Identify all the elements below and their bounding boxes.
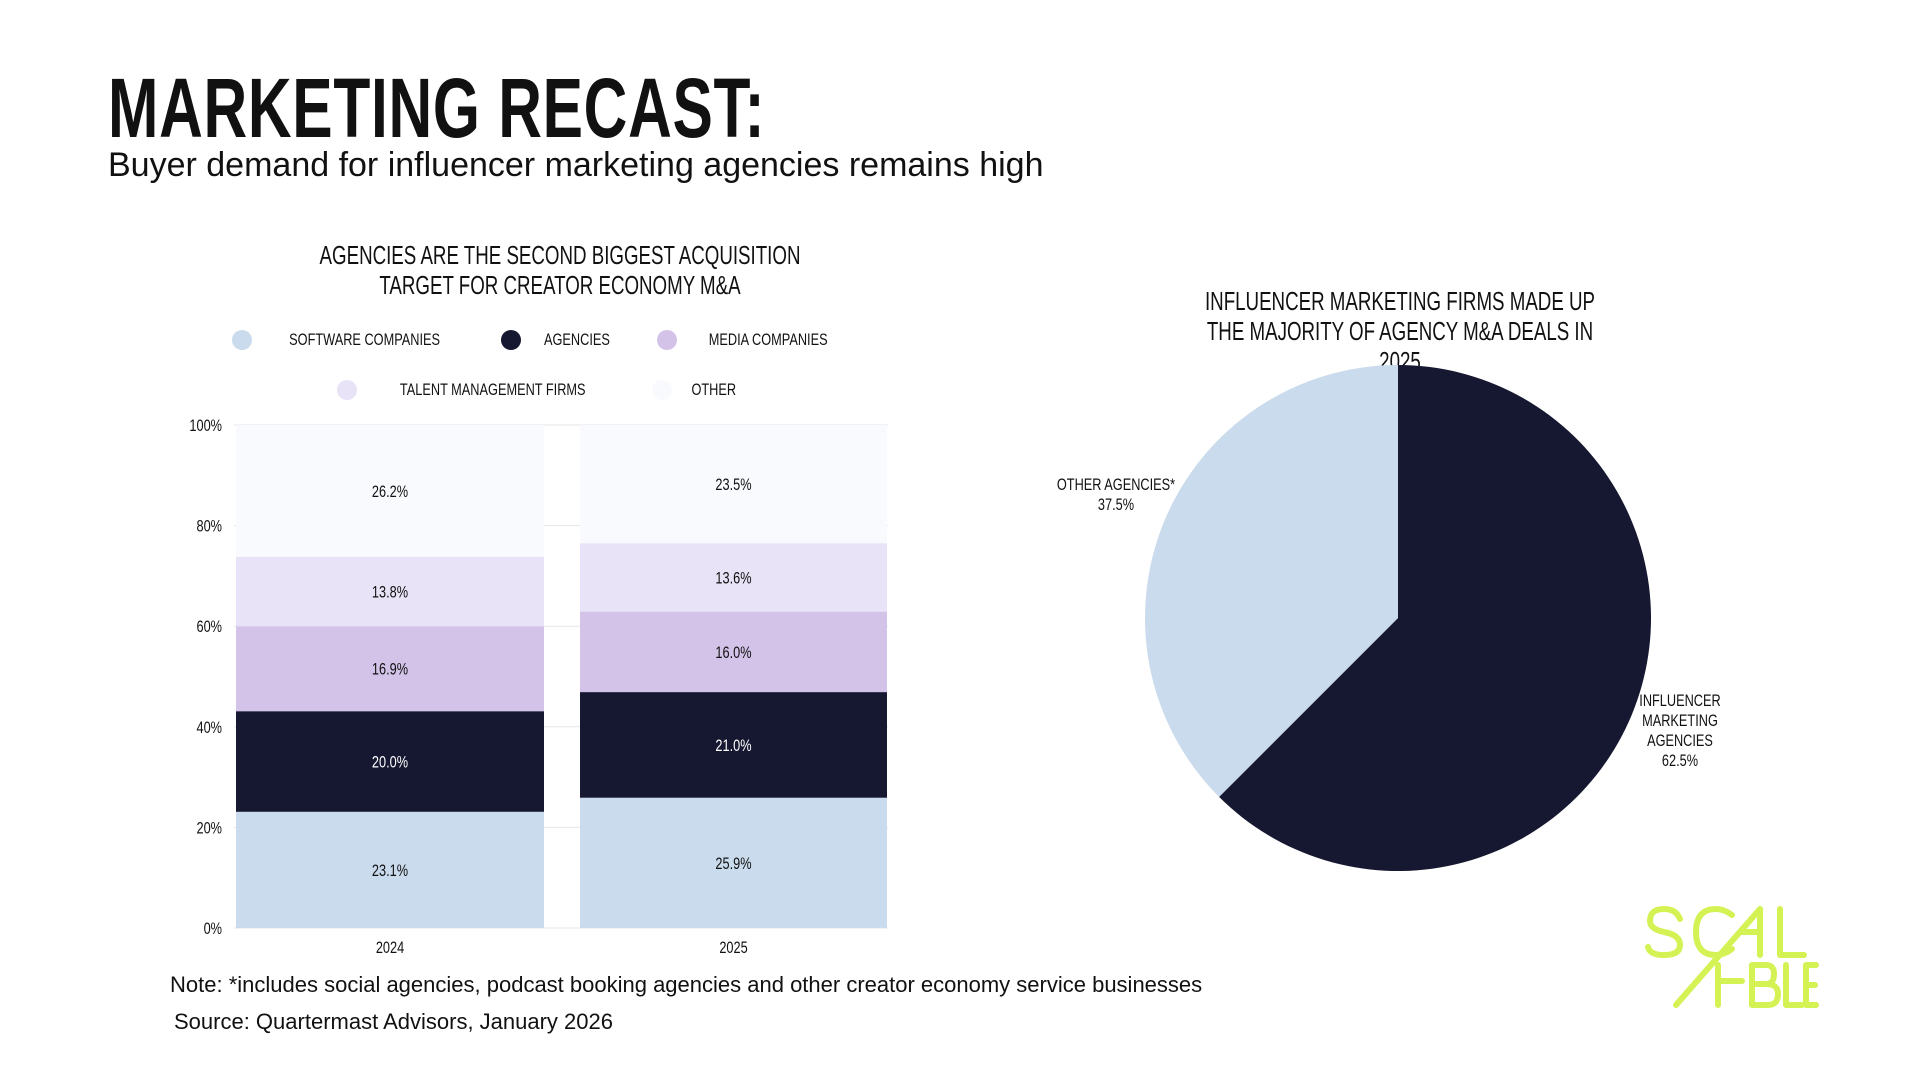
bar-chart-title: AGENCIES ARE THE SECOND BIGGEST ACQUISIT… — [319, 240, 801, 300]
pie-slice-label: MARKETING — [1642, 711, 1718, 730]
legend-label: AGENCIES — [544, 330, 611, 349]
bar-data-label: 13.8% — [372, 583, 408, 602]
y-tick-label: 0% — [204, 919, 222, 938]
legend-swatch — [336, 380, 357, 400]
legend-swatch — [657, 330, 678, 350]
y-tick-label: 80% — [196, 517, 222, 536]
footnote: Note: *includes social agencies, podcast… — [170, 972, 1203, 997]
legend-row-2: TALENT MANAGEMENT FIRMS OTHER — [180, 380, 900, 400]
pie-slice-label: OTHER AGENCIES* — [1057, 475, 1175, 494]
bar-data-label: 23.1% — [372, 861, 408, 880]
bar-segment — [580, 692, 887, 798]
y-tick-label: 60% — [196, 617, 222, 636]
bar-data-label: 21.0% — [715, 736, 751, 755]
legend-item: MEDIA COMPANIES — [657, 330, 847, 350]
bar-data-label: 16.0% — [715, 643, 751, 662]
legend-label: MEDIA COMPANIES — [709, 330, 828, 349]
bar-segment — [580, 425, 887, 544]
legend-swatch — [232, 330, 253, 350]
legend-item: AGENCIES — [501, 330, 621, 350]
pie-slice-label: INFLUENCER — [1639, 691, 1721, 710]
bar-data-label: 26.2% — [372, 482, 408, 501]
pie-chart-title: INFLUENCER MARKETING FIRMS MADE UP THE M… — [1204, 286, 1596, 376]
legend-swatch — [651, 380, 672, 400]
scalable-logo — [1640, 895, 1820, 1020]
bar-segment — [236, 425, 544, 557]
bar-data-label: 16.9% — [372, 660, 408, 679]
y-tick-label: 40% — [196, 718, 222, 737]
legend-label: TALENT MANAGEMENT FIRMS — [399, 380, 586, 399]
bar-segment — [236, 626, 544, 712]
pie-value-label: 37.5% — [1098, 495, 1134, 514]
legend-row-1: SOFTWARE COMPANIES AGENCIES MEDIA COMPANIE… — [180, 330, 900, 350]
legend-item: OTHER — [651, 380, 744, 400]
bar-data-label: 20.0% — [372, 753, 408, 772]
pie-value-label: 62.5% — [1662, 751, 1698, 770]
x-tick-label: 2024 — [376, 938, 404, 957]
page-title: MARKETING RECAST: — [108, 61, 766, 155]
legend-item: SOFTWARE COMPANIES — [232, 330, 465, 350]
legend-swatch — [501, 330, 522, 350]
bar-data-label: 23.5% — [715, 475, 751, 494]
source-note: Source: Quartermast Advisors, January 20… — [174, 1009, 613, 1034]
bar-segment — [580, 797, 887, 928]
x-tick-label: 2025 — [719, 938, 747, 957]
bar-data-label: 25.9% — [715, 854, 751, 873]
page-subtitle: Buyer demand for influencer marketing ag… — [108, 146, 1044, 184]
y-tick-label: 20% — [196, 819, 222, 838]
legend-item: TALENT MANAGEMENT FIRMS — [336, 380, 616, 400]
pie-slice — [1219, 365, 1651, 872]
pie-slice — [1144, 365, 1398, 797]
bar-segment — [236, 556, 544, 627]
bar-segment — [580, 543, 887, 612]
legend-label: SOFTWARE COMPANIES — [289, 330, 441, 349]
pie-slice-label: AGENCIES — [1647, 731, 1713, 750]
bar-segment — [236, 811, 544, 928]
y-tick-label: 100% — [189, 416, 222, 435]
legend-label: OTHER — [691, 380, 737, 399]
bar-segment — [236, 711, 544, 812]
bar-segment — [580, 611, 887, 693]
bar-data-label: 13.6% — [715, 569, 751, 588]
